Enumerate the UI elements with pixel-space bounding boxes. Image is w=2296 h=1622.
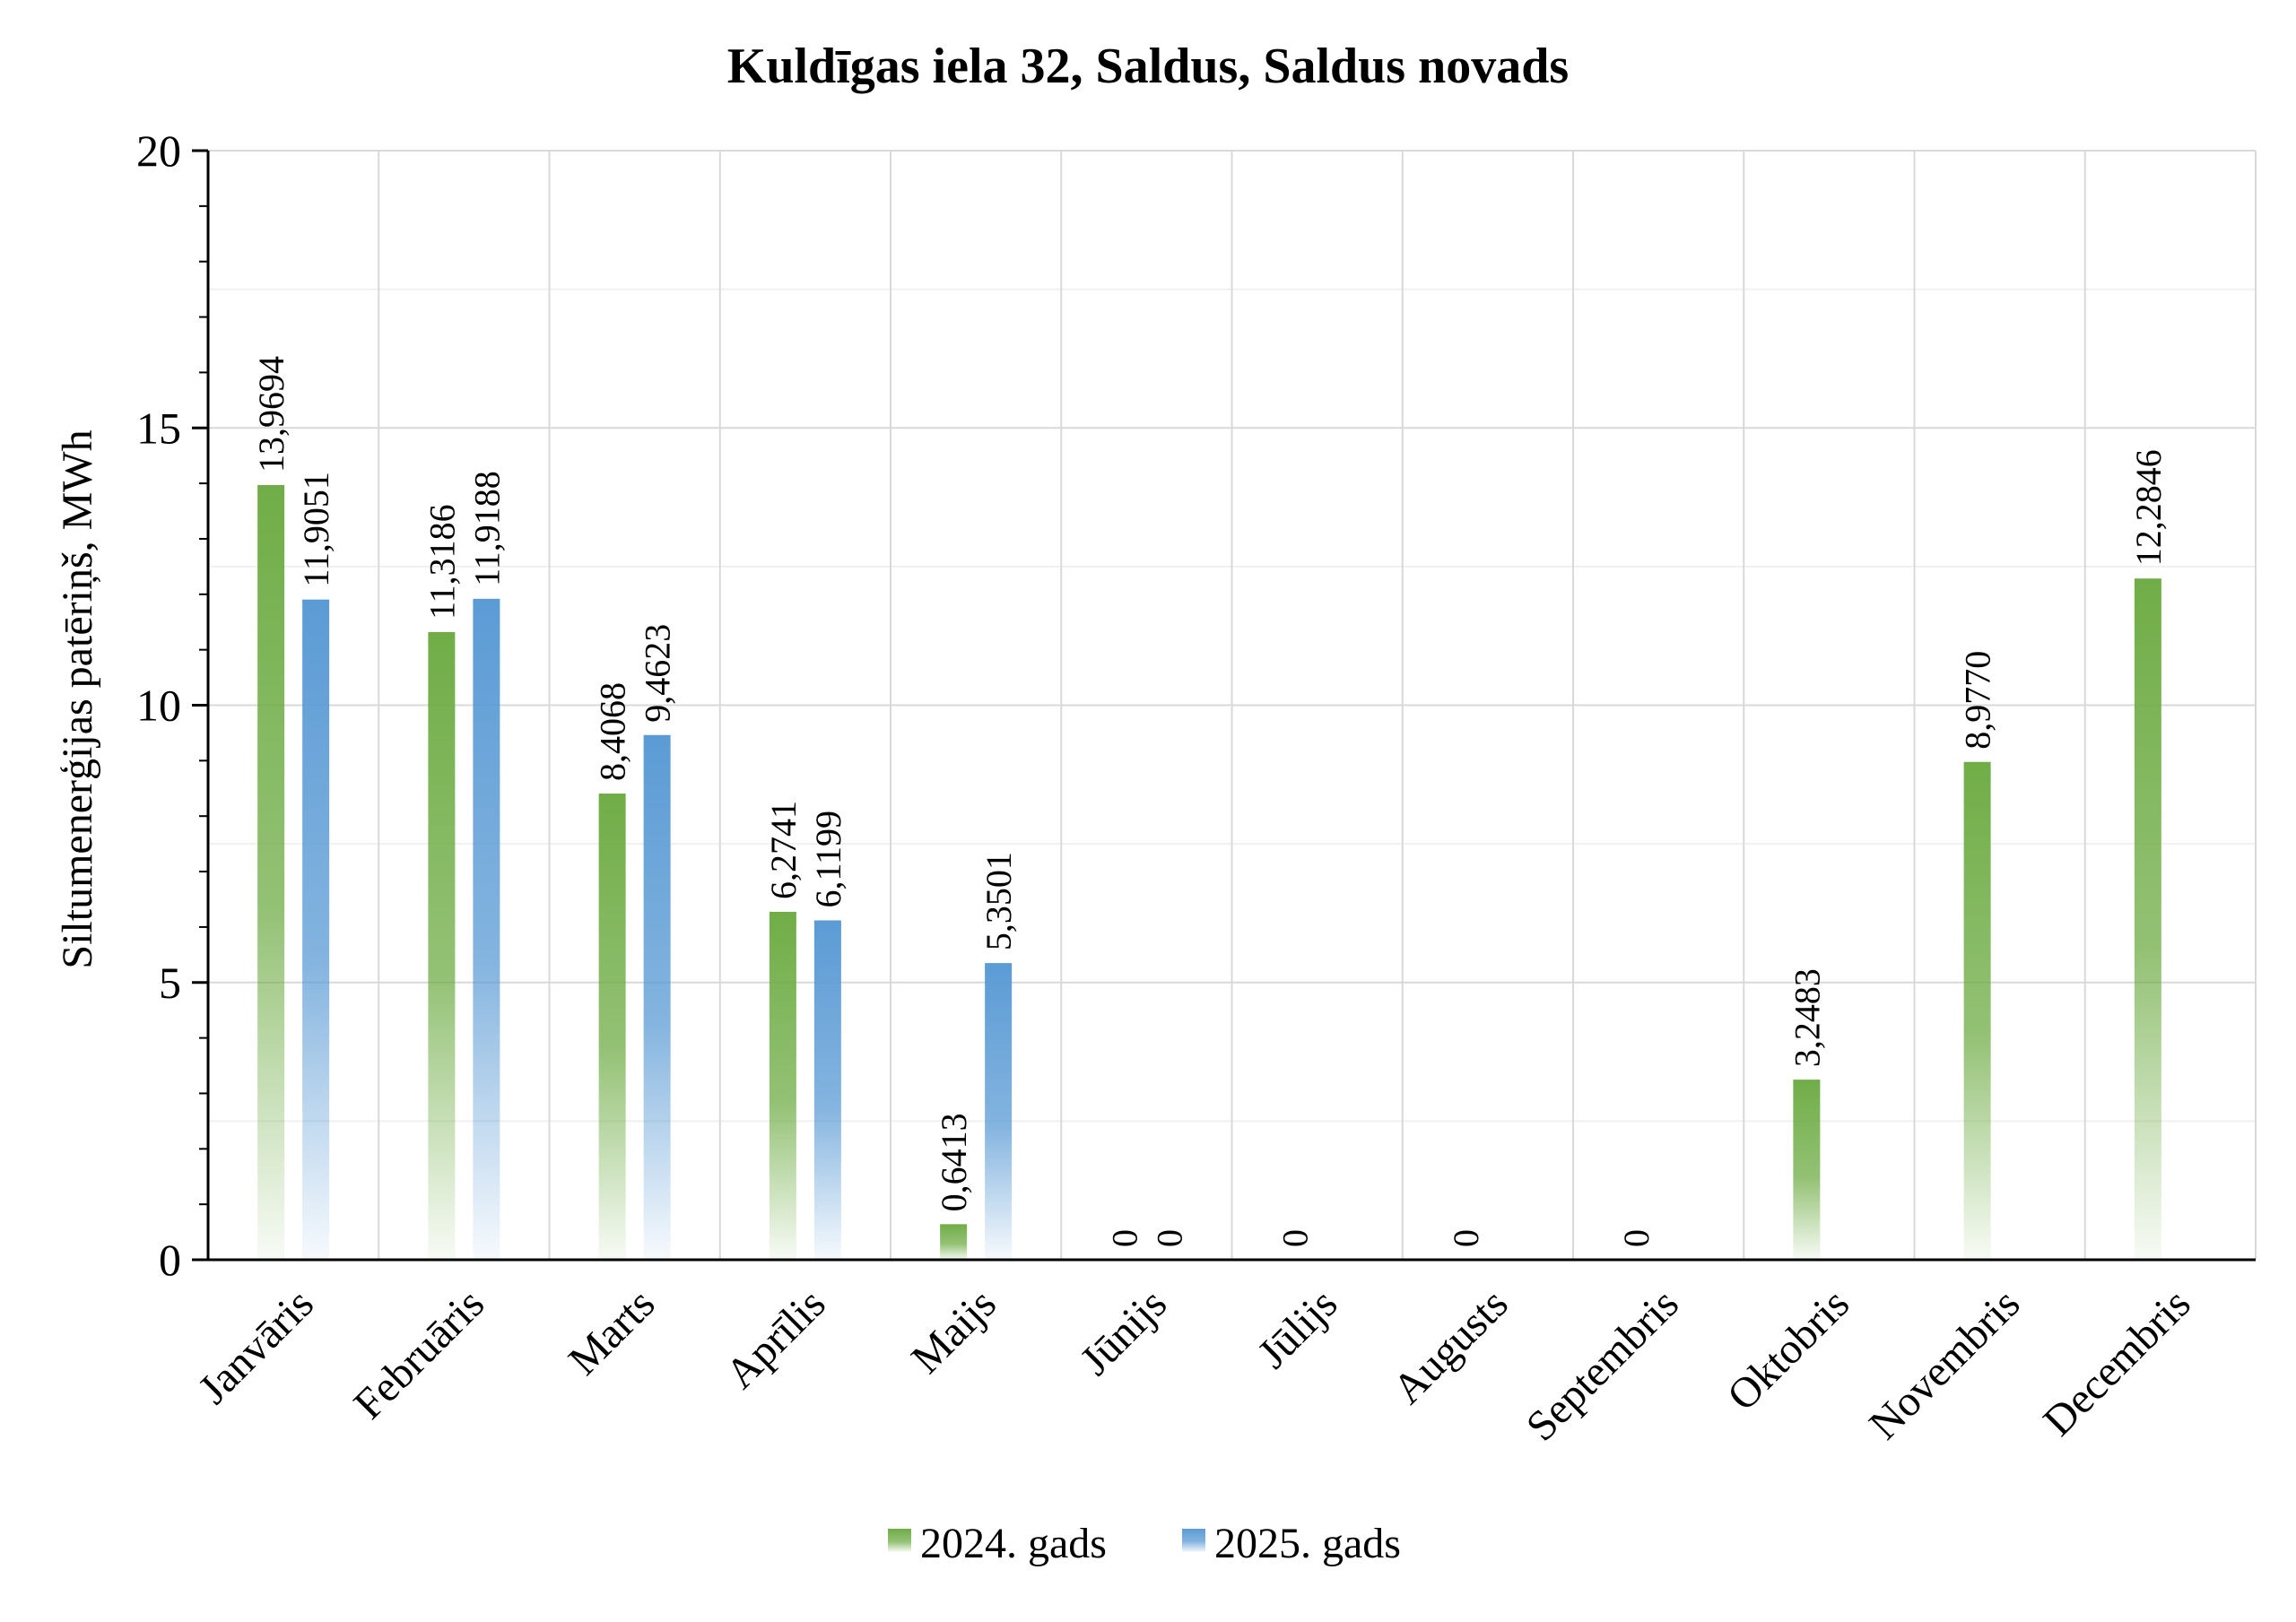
data-label: 6,1199 — [808, 811, 848, 908]
bar-2024gads-4 — [940, 1224, 968, 1260]
x-tick-label: Augusts — [1384, 1279, 1518, 1413]
data-label: 5,3501 — [978, 852, 1019, 950]
gridlines — [208, 150, 2257, 1260]
y-tick-label: 20 — [136, 126, 181, 176]
x-tick-label: Jūnijs — [1071, 1279, 1176, 1384]
x-tick-label: Februāris — [344, 1279, 493, 1428]
bar-2025gads-1 — [473, 598, 500, 1260]
y-tick-label: 15 — [136, 403, 181, 453]
data-label: 0 — [1104, 1229, 1144, 1247]
data-label: 0 — [1446, 1229, 1486, 1247]
data-label: 8,4068 — [593, 682, 633, 781]
data-label: 3,2483 — [1787, 968, 1827, 1067]
data-label: 6,2741 — [763, 801, 804, 899]
data-label: 12,2846 — [2128, 449, 2169, 566]
x-tick-label: Novembris — [1860, 1279, 2029, 1448]
data-label: 0 — [1149, 1229, 1189, 1247]
bars — [257, 484, 2161, 1260]
y-tick-label: 0 — [159, 1235, 181, 1285]
x-tick-label: Aprīlis — [717, 1279, 835, 1398]
data-label: 11,9051 — [296, 472, 336, 587]
legend-swatch — [888, 1529, 911, 1552]
data-label: 11,9188 — [466, 471, 507, 586]
x-tick-label: Jūlijs — [1248, 1279, 1346, 1377]
x-tick-label: Maijs — [902, 1279, 1005, 1383]
x-tick-label: Oktobris — [1718, 1279, 1858, 1419]
data-label: 13,9694 — [251, 356, 291, 473]
bar-2024gads-11 — [2134, 578, 2161, 1260]
legend-label: 2024. gads — [920, 1520, 1107, 1567]
y-axis-title: Siltumenerģijas patēriņš, MWh — [54, 429, 101, 968]
legend-label: 2025. gads — [1214, 1520, 1401, 1567]
bar-2024gads-10 — [1963, 761, 1991, 1260]
bar-2024gads-9 — [1793, 1080, 1821, 1260]
bar-2024gads-2 — [598, 794, 626, 1260]
bar-2024gads-0 — [257, 484, 285, 1260]
x-tick-label: Janvāris — [189, 1279, 323, 1413]
data-label: 0,6413 — [934, 1113, 974, 1211]
data-label: 0 — [1275, 1229, 1316, 1247]
data-label: 9,4623 — [638, 624, 678, 723]
x-tick-label: Marts — [560, 1279, 665, 1384]
x-tick-label: Decembris — [2034, 1279, 2199, 1444]
data-label: 8,9770 — [1958, 651, 1998, 750]
data-label: 0 — [1616, 1229, 1657, 1247]
bar-2025gads-3 — [813, 920, 841, 1260]
legend: 2024. gads 2025. gads — [888, 1520, 1401, 1567]
data-label: 11,3186 — [422, 504, 462, 620]
bar-2024gads-3 — [769, 911, 796, 1260]
y-tick-label: 5 — [159, 958, 181, 1008]
bar-2025gads-4 — [985, 963, 1013, 1260]
legend-swatch — [1182, 1529, 1205, 1552]
bar-2025gads-2 — [643, 734, 671, 1260]
bar-2024gads-1 — [428, 631, 456, 1260]
x-tick-label: Septembris — [1518, 1279, 1688, 1450]
y-tick-label: 10 — [136, 681, 181, 731]
bar-2025gads-0 — [302, 599, 330, 1260]
chart-title: Kuldīgas iela 32, Saldus, Saldus novads — [727, 39, 1569, 94]
